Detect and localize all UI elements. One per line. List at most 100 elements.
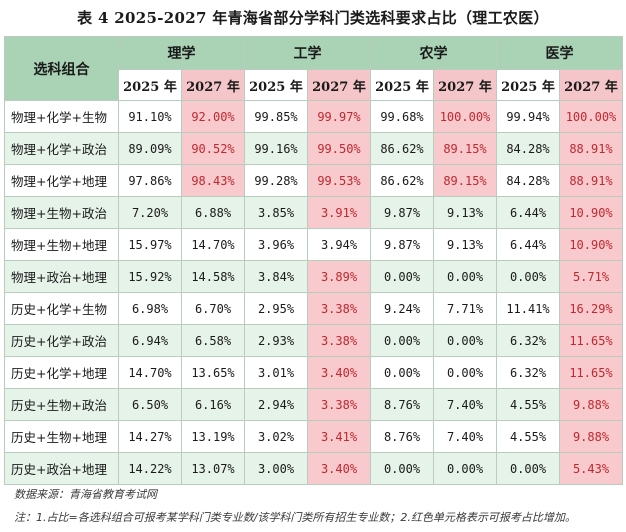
value-cell: 3.94% <box>307 228 371 261</box>
value-cell: 13.65% <box>181 356 245 389</box>
value-cell: 6.70% <box>181 292 245 325</box>
value-cell: 13.07% <box>181 452 245 485</box>
value-cell: 6.58% <box>181 324 245 357</box>
value-cell: 7.20% <box>118 196 182 229</box>
value-cell: 100.00% <box>433 100 497 133</box>
value-cell: 7.40% <box>433 388 497 421</box>
table-body: 物理+化学+生物 91.10% 92.00% 99.85% 99.97% 99.68% 10… <box>4 100 623 485</box>
value-cell: 2.95% <box>244 292 308 325</box>
year-header: 2025 年 <box>118 69 182 101</box>
table-row: 物理+化学+政治 89.09% 90.52% 99.16% 99.50% 86.62% 89… <box>4 132 623 165</box>
value-cell: 88.91% <box>559 164 623 197</box>
combo-name-cell: 历史+政治+地理 <box>4 452 119 485</box>
subject-requirement-table: 选科组合 理学 工学 农学 医学 2025 年 2027 年 2025 年 20… <box>4 36 623 485</box>
table-row: 历史+化学+生物 6.98% 6.70% 2.95% 3.38% 9.24% 7.71% 11… <box>4 292 623 325</box>
value-cell: 13.19% <box>181 420 245 453</box>
value-cell: 6.88% <box>181 196 245 229</box>
combo-name-cell: 历史+化学+生物 <box>4 292 119 325</box>
value-cell: 90.52% <box>181 132 245 165</box>
value-cell: 89.09% <box>118 132 182 165</box>
value-cell: 3.85% <box>244 196 308 229</box>
subject-header-agriculture: 农学 <box>370 36 497 70</box>
value-cell: 99.50% <box>307 132 371 165</box>
value-cell: 0.00% <box>433 324 497 357</box>
value-cell: 14.22% <box>118 452 182 485</box>
value-cell: 99.68% <box>370 100 434 133</box>
year-header: 2027 年 <box>181 69 245 101</box>
subject-header-science: 理学 <box>118 36 245 70</box>
value-cell: 8.76% <box>370 420 434 453</box>
value-cell: 0.00% <box>433 356 497 389</box>
data-source-note: 数据来源：青海省教育考试网 <box>14 488 157 501</box>
value-cell: 11.65% <box>559 324 623 357</box>
value-cell: 3.01% <box>244 356 308 389</box>
combo-name-cell: 物理+政治+地理 <box>4 260 119 293</box>
value-cell: 0.00% <box>433 260 497 293</box>
year-header: 2027 年 <box>433 69 497 101</box>
table-row: 物理+生物+地理 15.97% 14.70% 3.96% 3.94% 9.87% 9.13%… <box>4 228 623 261</box>
value-cell: 6.98% <box>118 292 182 325</box>
value-cell: 0.00% <box>370 260 434 293</box>
value-cell: 88.91% <box>559 132 623 165</box>
value-cell: 3.91% <box>307 196 371 229</box>
value-cell: 5.71% <box>559 260 623 293</box>
table-row: 物理+化学+地理 97.86% 98.43% 99.28% 99.53% 86.62% 89… <box>4 164 623 197</box>
subject-header-engineering: 工学 <box>244 36 371 70</box>
table-title: 表 4 2025-2027 年青海省部分学科门类选科要求占比（理工农医） <box>77 9 549 27</box>
value-cell: 6.32% <box>496 324 560 357</box>
value-cell: 8.76% <box>370 388 434 421</box>
value-cell: 15.92% <box>118 260 182 293</box>
value-cell: 99.28% <box>244 164 308 197</box>
value-cell: 0.00% <box>370 356 434 389</box>
value-cell: 11.41% <box>496 292 560 325</box>
table-row: 历史+生物+地理 14.27% 13.19% 3.02% 3.41% 8.76% 7.40%… <box>4 420 623 453</box>
value-cell: 3.96% <box>244 228 308 261</box>
value-cell: 14.70% <box>181 228 245 261</box>
value-cell: 100.00% <box>559 100 623 133</box>
value-cell: 3.41% <box>307 420 371 453</box>
year-header: 2027 年 <box>559 69 623 101</box>
value-cell: 86.62% <box>370 132 434 165</box>
value-cell: 16.29% <box>559 292 623 325</box>
value-cell: 97.86% <box>118 164 182 197</box>
table-row: 物理+政治+地理 15.92% 14.58% 3.84% 3.89% 0.00% 0.00%… <box>4 260 623 293</box>
combo-name-cell: 历史+化学+政治 <box>4 324 119 357</box>
value-cell: 3.84% <box>244 260 308 293</box>
value-cell: 84.28% <box>496 132 560 165</box>
year-header: 2025 年 <box>496 69 560 101</box>
value-cell: 10.90% <box>559 228 623 261</box>
table-row: 历史+生物+政治 6.50% 6.16% 2.94% 3.38% 8.76% 7.40% 4.… <box>4 388 623 421</box>
combo-name-cell: 物理+化学+生物 <box>4 100 119 133</box>
value-cell: 99.85% <box>244 100 308 133</box>
value-cell: 6.16% <box>181 388 245 421</box>
combo-name-cell: 历史+生物+政治 <box>4 388 119 421</box>
value-cell: 3.40% <box>307 356 371 389</box>
value-cell: 9.88% <box>559 420 623 453</box>
value-cell: 0.00% <box>496 260 560 293</box>
combo-name-cell: 历史+生物+地理 <box>4 420 119 453</box>
header-row-subjects: 选科组合 理学 工学 农学 医学 <box>4 36 623 101</box>
combo-name-cell: 物理+生物+地理 <box>4 228 119 261</box>
value-cell: 99.94% <box>496 100 560 133</box>
value-cell: 5.43% <box>559 452 623 485</box>
value-cell: 4.55% <box>496 420 560 453</box>
value-cell: 91.10% <box>118 100 182 133</box>
value-cell: 6.50% <box>118 388 182 421</box>
value-cell: 10.90% <box>559 196 623 229</box>
value-cell: 9.87% <box>370 228 434 261</box>
table-row: 历史+化学+地理 14.70% 13.65% 3.01% 3.40% 0.00% 0.00%… <box>4 356 623 389</box>
value-cell: 0.00% <box>370 324 434 357</box>
value-cell: 14.27% <box>118 420 182 453</box>
footnote: 注：1.占比=各选科组合可报考某学科门类专业数/该学科门类所有招生专业数；2.红… <box>14 511 576 524</box>
value-cell: 7.40% <box>433 420 497 453</box>
value-cell: 0.00% <box>496 452 560 485</box>
value-cell: 92.00% <box>181 100 245 133</box>
year-header: 2025 年 <box>244 69 308 101</box>
value-cell: 4.55% <box>496 388 560 421</box>
combo-name-cell: 物理+生物+政治 <box>4 196 119 229</box>
combo-name-cell: 物理+化学+政治 <box>4 132 119 165</box>
value-cell: 98.43% <box>181 164 245 197</box>
value-cell: 9.88% <box>559 388 623 421</box>
header-row-years: 2025 年 2027 年 2025 年 2027 年 2025 年 2027 … <box>5 69 623 101</box>
